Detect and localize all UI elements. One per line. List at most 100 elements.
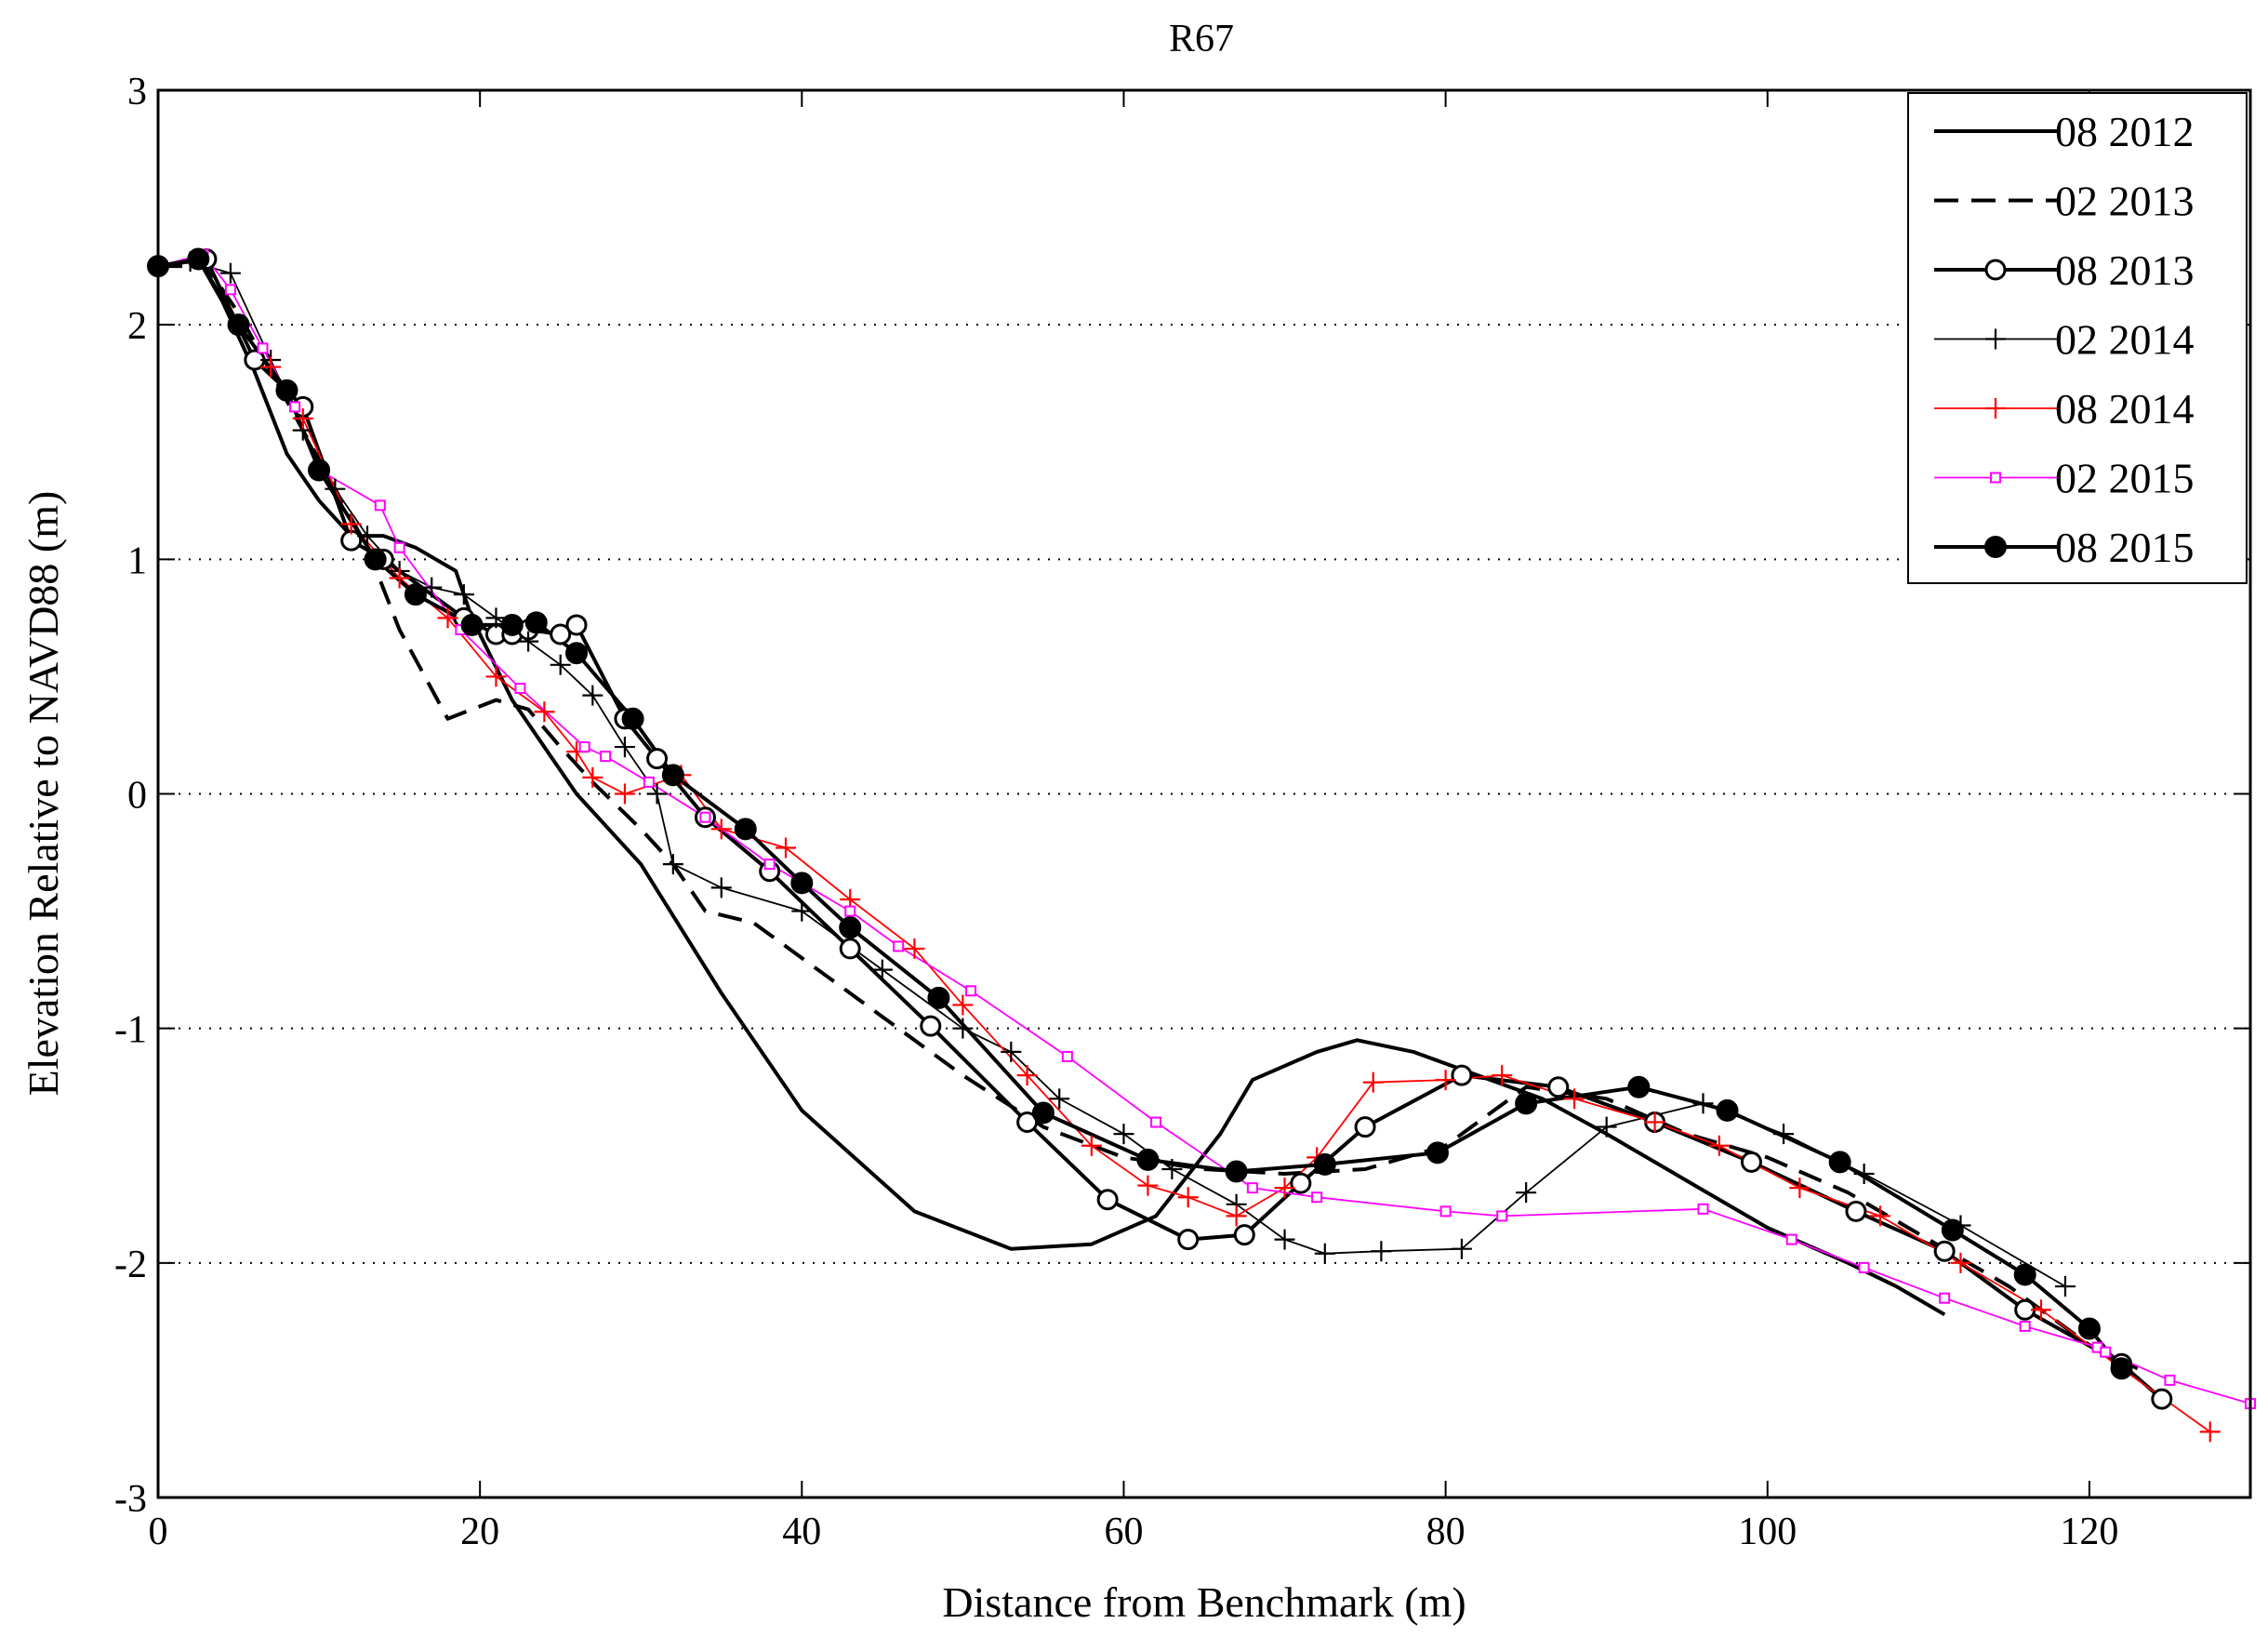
data-point-series-3 xyxy=(1233,1224,1255,1246)
data-point-series-6 xyxy=(763,858,776,871)
series-line-7 xyxy=(157,257,2124,1370)
data-point-series-3 xyxy=(565,614,588,636)
data-point-series-3 xyxy=(1933,1240,1956,1262)
data-point-series-6 xyxy=(257,342,269,354)
data-point-series-4 xyxy=(518,631,539,652)
data-point-series-3 xyxy=(839,938,861,960)
legend-label-5: 08 2014 xyxy=(2055,385,2195,433)
data-point-series-3 xyxy=(1451,1064,1473,1086)
data-point-series-7 xyxy=(364,548,387,571)
data-point-series-7 xyxy=(1313,1152,1336,1176)
data-point-series-7 xyxy=(1828,1151,1851,1174)
data-point-series-5 xyxy=(710,818,732,840)
data-point-series-5 xyxy=(1226,1205,1247,1227)
data-point-series-7 xyxy=(1627,1075,1651,1098)
x-tick-label: 40 xyxy=(782,1511,821,1553)
data-point-series-4 xyxy=(1596,1116,1617,1138)
data-point-series-4 xyxy=(2054,1276,2076,1298)
data-point-series-7 xyxy=(187,247,210,271)
legend-label-1: 08 2012 xyxy=(2055,108,2195,155)
data-point-series-5 xyxy=(1564,1088,1585,1110)
data-point-series-7 xyxy=(1515,1092,1538,1115)
data-point-series-4 xyxy=(1113,1124,1134,1145)
data-point-series-7 xyxy=(275,379,298,402)
data-point-series-4 xyxy=(1049,1088,1070,1110)
data-point-series-4 xyxy=(485,607,507,629)
data-point-series-5 xyxy=(904,938,925,959)
data-point-series-4 xyxy=(421,577,443,598)
data-point-series-4 xyxy=(1274,1229,1295,1250)
data-point-series-7 xyxy=(565,642,588,665)
data-point-series-6 xyxy=(1150,1116,1162,1128)
data-point-series-6 xyxy=(600,751,612,763)
data-point-series-4 xyxy=(1451,1238,1472,1259)
legend-label-2: 02 2013 xyxy=(2055,178,2195,225)
data-point-series-6 xyxy=(893,940,905,952)
x-tick-label: 20 xyxy=(460,1511,499,1553)
data-point-series-3 xyxy=(920,1015,942,1037)
legend: 08 2012 02 2013 08 2013 02 2014 08 2014 02 20… xyxy=(1907,92,2248,584)
data-point-series-4 xyxy=(325,478,346,499)
legend-label-7: 08 2015 xyxy=(2055,524,2195,571)
data-point-series-5 xyxy=(1708,1135,1730,1156)
series-line-1 xyxy=(157,257,1946,1317)
data-point-series-3 xyxy=(1547,1076,1570,1098)
chart-title: R67 xyxy=(1169,18,1234,60)
data-point-series-5 xyxy=(534,701,555,723)
data-point-series-7 xyxy=(1136,1148,1160,1171)
data-point-series-3 xyxy=(1016,1111,1039,1134)
data-point-series-5 xyxy=(389,567,410,589)
data-point-series-6 xyxy=(844,905,856,917)
data-point-series-5 xyxy=(614,783,635,805)
y-axis-label: Elevation Relative to NAVD88 (m) xyxy=(20,491,67,1097)
data-point-series-3 xyxy=(1096,1189,1119,1211)
data-point-series-6 xyxy=(1785,1233,1797,1245)
x-tick-label: 80 xyxy=(1426,1511,1466,1553)
data-point-series-7 xyxy=(927,986,950,1009)
data-point-series-4 xyxy=(550,654,571,675)
data-point-series-6 xyxy=(514,683,526,695)
data-point-series-5 xyxy=(776,837,796,858)
data-point-series-5 xyxy=(260,356,282,378)
data-point-series-6 xyxy=(1496,1210,1508,1222)
legend-marker-7 xyxy=(1984,536,2007,558)
data-point-series-7 xyxy=(1941,1218,1964,1242)
y-tick-label: 3 xyxy=(127,71,147,113)
data-point-series-3 xyxy=(1290,1172,1312,1194)
data-point-series-7 xyxy=(1716,1098,1739,1122)
data-point-series-7 xyxy=(790,872,814,895)
data-point-series-7 xyxy=(308,459,331,482)
data-point-series-7 xyxy=(2110,1357,2133,1380)
legend-box xyxy=(1907,92,2248,584)
y-tick-label: -2 xyxy=(114,1244,147,1286)
series-line-5 xyxy=(157,258,2211,1433)
data-point-series-5 xyxy=(582,766,603,788)
data-point-series-6 xyxy=(393,541,405,553)
legend-marker-6 xyxy=(1990,472,2001,484)
data-point-series-4 xyxy=(710,877,732,898)
legend-marker-4 xyxy=(1985,328,2006,350)
data-point-series-4 xyxy=(1692,1093,1714,1114)
data-point-series-7 xyxy=(2013,1263,2036,1286)
data-point-series-4 xyxy=(1161,1158,1183,1179)
data-point-series-4 xyxy=(453,584,474,606)
data-point-series-7 xyxy=(404,583,427,606)
data-point-series-6 xyxy=(1697,1203,1709,1215)
data-point-series-7 xyxy=(460,613,484,636)
data-point-series-7 xyxy=(1031,1101,1054,1125)
x-tick-label: 60 xyxy=(1104,1511,1143,1553)
data-point-series-6 xyxy=(578,741,590,753)
data-point-series-5 xyxy=(1274,1178,1295,1199)
data-point-series-6 xyxy=(1439,1205,1452,1218)
data-point-series-4 xyxy=(1371,1241,1392,1262)
data-point-series-4 xyxy=(662,854,683,875)
data-point-series-7 xyxy=(2077,1317,2101,1340)
data-point-series-7 xyxy=(621,707,644,730)
data-point-series-4 xyxy=(357,526,378,547)
data-point-series-7 xyxy=(1225,1160,1248,1183)
data-point-series-6 xyxy=(699,811,711,823)
x-tick-label: 120 xyxy=(2060,1511,2118,1553)
data-point-series-4 xyxy=(1853,1164,1875,1185)
data-point-series-5 xyxy=(485,666,507,687)
data-point-series-7 xyxy=(500,613,524,636)
